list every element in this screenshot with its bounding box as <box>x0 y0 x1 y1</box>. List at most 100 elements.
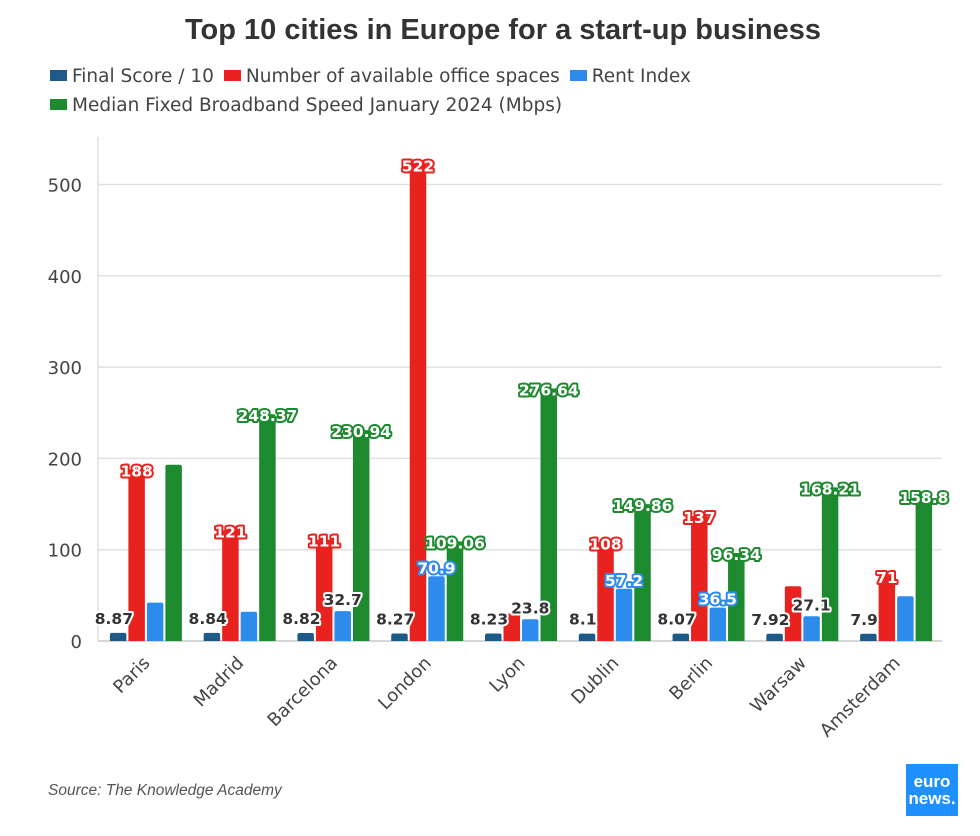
legend-label: Median Fixed Broadband Speed January 202… <box>72 95 563 116</box>
data-label: 57.2 <box>605 572 643 590</box>
legend-label: Number of available office spaces <box>245 66 560 87</box>
bar[interactable] <box>709 607 727 641</box>
chart-title: Top 10 cities in Europe for a start-up b… <box>185 14 821 46</box>
bar[interactable] <box>597 542 614 641</box>
data-label: 168.21 <box>800 480 860 498</box>
data-label: 96.34 <box>712 546 761 564</box>
bar[interactable] <box>540 388 558 641</box>
x-tick-label: Lyon <box>485 653 529 697</box>
x-tick-label: Barcelona <box>264 653 342 731</box>
bar[interactable] <box>766 633 783 641</box>
data-label: 188 <box>120 462 152 480</box>
bar[interactable] <box>728 553 745 641</box>
data-label: 71 <box>876 569 898 587</box>
data-label: 276.64 <box>519 381 579 399</box>
legend-swatch <box>223 70 241 81</box>
bar[interactable] <box>485 633 502 641</box>
data-label: 137 <box>683 509 715 527</box>
bar[interactable] <box>897 596 914 641</box>
x-tick-label: London <box>374 653 436 715</box>
bar[interactable] <box>334 611 351 641</box>
bar[interactable] <box>878 576 896 641</box>
legend-swatch <box>50 99 67 110</box>
x-tick-label: Warsaw <box>746 653 811 718</box>
bar[interactable] <box>240 611 258 641</box>
bar[interactable] <box>821 487 839 641</box>
x-tick-label: Paris <box>109 653 154 698</box>
y-tick-label: 0 <box>71 632 82 653</box>
bar[interactable] <box>109 632 127 641</box>
logo-line-1: euro <box>913 772 951 791</box>
bar[interactable] <box>672 633 690 641</box>
data-label: 522 <box>402 157 434 175</box>
data-label: 23.8 <box>511 599 549 617</box>
bar[interactable] <box>128 469 145 641</box>
bar[interactable] <box>784 586 802 641</box>
data-label: 8.27 <box>376 610 414 628</box>
bar[interactable] <box>428 576 445 641</box>
legend: Final Score / 10 Number of available offi… <box>50 62 950 120</box>
x-tick-label: Madrid <box>190 653 249 712</box>
legend-swatch <box>50 70 67 81</box>
bar[interactable] <box>803 616 820 641</box>
data-label: 70.9 <box>417 559 455 577</box>
bar[interactable] <box>503 613 521 641</box>
euronews-logo[interactable]: euro news. <box>906 764 958 816</box>
bar[interactable] <box>165 464 182 641</box>
data-label: 149.86 <box>613 497 673 515</box>
data-label: 111 <box>308 533 340 551</box>
bar[interactable] <box>860 633 877 641</box>
y-tick-label: 500 <box>48 176 82 197</box>
y-tick-label: 200 <box>48 449 82 470</box>
y-tick-label: 400 <box>48 267 82 288</box>
data-label: 7.92 <box>751 611 789 629</box>
data-label: 158.8 <box>899 489 948 507</box>
bar[interactable] <box>222 530 239 641</box>
bar[interactable] <box>522 619 539 641</box>
legend-label: Rent Index <box>591 66 691 87</box>
data-label: 8.07 <box>657 611 695 629</box>
legend-item[interactable]: Final Score / 10 <box>50 62 214 91</box>
source-note: Source: The Knowledge Academy <box>48 782 282 799</box>
data-label: 248.37 <box>238 407 298 425</box>
bar[interactable] <box>578 633 596 641</box>
data-label: 8.82 <box>282 610 320 628</box>
bar[interactable] <box>634 504 651 641</box>
x-tick-label: Dublin <box>567 653 623 709</box>
bar[interactable] <box>203 632 221 641</box>
legend-swatch <box>569 70 587 81</box>
data-label: 8.84 <box>189 610 227 628</box>
bar[interactable] <box>691 515 708 641</box>
data-label: 36.5 <box>699 591 737 609</box>
data-label: 8.87 <box>95 610 133 628</box>
x-tick-label: Amsterdam <box>816 653 905 742</box>
data-label: 7.9 <box>850 611 877 629</box>
bar[interactable] <box>259 414 276 641</box>
bar[interactable] <box>915 496 933 641</box>
legend-item[interactable]: Rent Index <box>569 62 691 91</box>
data-label: 32.7 <box>324 591 362 609</box>
legend-item[interactable]: Number of available office spaces <box>223 62 560 91</box>
bar-chart: 0 100 200 300 400 500 8.87 188 8.84 121 248.37 8.8… <box>48 137 950 742</box>
y-tick-label: 300 <box>48 358 82 379</box>
bar[interactable] <box>391 633 408 641</box>
y-tick-label: 100 <box>48 541 82 562</box>
bar[interactable] <box>409 164 427 641</box>
bar[interactable] <box>446 541 464 641</box>
legend-label: Final Score / 10 <box>72 66 214 87</box>
data-label: 109.06 <box>425 534 485 552</box>
data-label: 108 <box>589 535 621 553</box>
data-label: 121 <box>214 524 246 542</box>
bar[interactable] <box>615 588 633 641</box>
data-label: 8.23 <box>470 610 508 628</box>
legend-item[interactable]: Median Fixed Broadband Speed January 202… <box>50 91 562 120</box>
data-label: 8.1 <box>569 611 596 629</box>
data-label: 230.94 <box>331 423 391 441</box>
data-label: 27.1 <box>792 596 830 614</box>
bar[interactable] <box>352 430 370 641</box>
bar[interactable] <box>315 539 333 641</box>
logo-line-2: news. <box>908 789 956 808</box>
bar[interactable] <box>146 602 164 641</box>
bar[interactable] <box>297 632 314 641</box>
x-tick-label: Berlin <box>665 653 717 705</box>
